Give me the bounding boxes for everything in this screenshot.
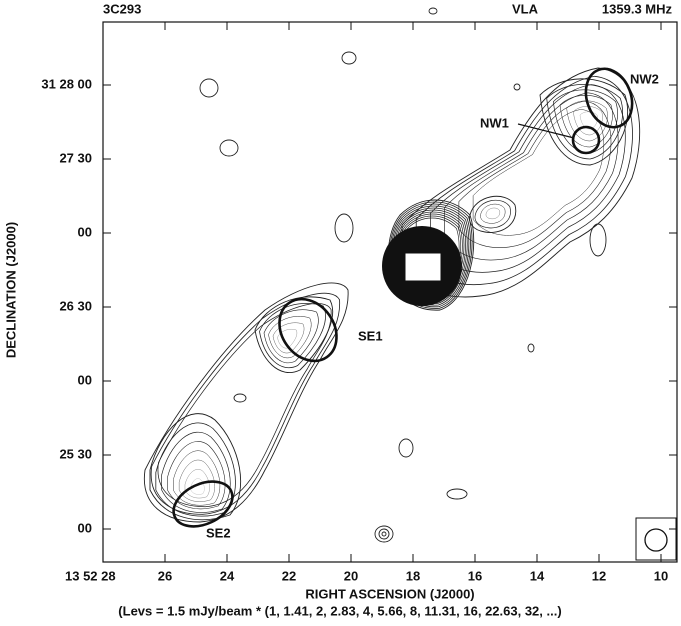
beam bbox=[645, 529, 667, 551]
x-tick-label: 22 bbox=[282, 568, 296, 583]
x-tick-label: 12 bbox=[592, 568, 606, 583]
x-tick-label: 13 52 28 bbox=[65, 568, 116, 583]
contour bbox=[144, 283, 348, 522]
figure: 3C293 VLA 1359.3 MHz RIGHT ASCENSION (J2… bbox=[0, 0, 681, 626]
x-tick-label: 26 bbox=[158, 568, 172, 583]
annotation: SE2 bbox=[206, 525, 231, 540]
beam-box bbox=[636, 518, 676, 560]
telescope-label: VLA bbox=[512, 1, 539, 16]
x-tick-label: 24 bbox=[220, 568, 235, 583]
contour bbox=[470, 196, 516, 232]
annotation: NW2 bbox=[630, 71, 659, 86]
y-tick-label: 27 30 bbox=[59, 150, 92, 165]
y-tick-label: 00 bbox=[78, 224, 92, 239]
contour bbox=[167, 441, 225, 508]
x-tick-label: 16 bbox=[468, 568, 482, 583]
contour bbox=[162, 432, 231, 512]
frequency-label: 1359.3 MHz bbox=[602, 1, 673, 16]
contour bbox=[430, 85, 625, 273]
x-tick-label: 14 bbox=[530, 568, 545, 583]
annotation: NW1 bbox=[480, 115, 509, 130]
plot-frame bbox=[103, 22, 677, 562]
y-tick-label: 25 30 bbox=[59, 446, 92, 461]
contour bbox=[486, 208, 500, 219]
x-tick-label: 18 bbox=[406, 568, 420, 583]
source-label: 3C293 bbox=[103, 1, 141, 16]
y-tick-label: 31 28 00 bbox=[41, 76, 92, 91]
contour bbox=[480, 204, 505, 223]
axes: 13 52 28 26 24 22 20 18 16 14 12 10 31 28 00 27 30 0… bbox=[41, 22, 677, 583]
caption: (Levs = 1.5 mJy/beam * (1, 1.41, 2, 2.83… bbox=[118, 603, 561, 618]
y-axis-label: DECLINATION (J2000) bbox=[3, 222, 18, 358]
y-tick-label: 00 bbox=[78, 372, 92, 387]
x-axis-label: RIGHT ASCENSION (J2000) bbox=[305, 586, 474, 601]
core-box bbox=[405, 253, 441, 281]
contour bbox=[264, 310, 318, 363]
annotation: SE1 bbox=[358, 328, 383, 343]
x-tick-label: 20 bbox=[344, 568, 358, 583]
x-tick-label: 10 bbox=[654, 568, 668, 583]
contour bbox=[150, 414, 241, 520]
y-tick-label: 26 30 bbox=[59, 298, 92, 313]
contour bbox=[269, 316, 312, 358]
contour bbox=[445, 93, 618, 260]
y-tick-label: 00 bbox=[78, 520, 92, 535]
contour bbox=[260, 303, 326, 367]
